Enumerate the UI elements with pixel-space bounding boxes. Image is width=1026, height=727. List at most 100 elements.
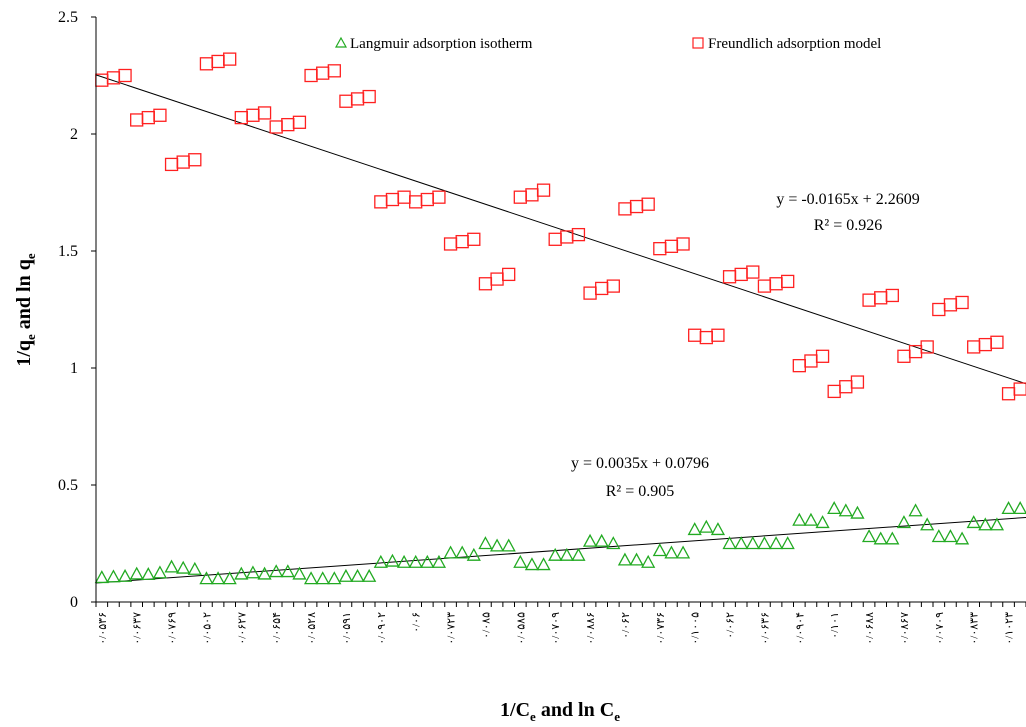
freundlich-point bbox=[327, 64, 341, 78]
freundlich-point bbox=[746, 265, 760, 279]
x-tick-label: ۰/۰۷۰۹ bbox=[550, 612, 562, 645]
langmuir-point bbox=[489, 538, 505, 552]
langmuir-point bbox=[455, 545, 470, 559]
langmuir-point bbox=[617, 552, 633, 566]
langmuir-point bbox=[513, 554, 528, 568]
freundlich-point bbox=[362, 89, 376, 104]
freundlich-point bbox=[781, 274, 795, 289]
x-tick-label: ۰/۰۶۲ bbox=[725, 612, 737, 639]
x-tick-label: ۰/۰۶۵۴ bbox=[271, 612, 283, 645]
trendline-group bbox=[95, 74, 1026, 584]
data-points-group bbox=[94, 52, 1026, 585]
langmuir-point bbox=[943, 529, 958, 543]
legend-label-langmuir: Langmuir adsorption isotherm bbox=[350, 36, 533, 52]
langmuir-point bbox=[675, 545, 691, 559]
langmuir-point bbox=[141, 567, 156, 581]
langmuir-point bbox=[222, 571, 237, 585]
freundlich-point bbox=[711, 328, 725, 342]
langmuir-point bbox=[524, 557, 540, 571]
langmuir-point bbox=[710, 522, 726, 536]
x-tick-label: ۰/۰۷۳۶ bbox=[655, 612, 667, 645]
langmuir-point bbox=[582, 533, 598, 547]
langmuir-point bbox=[501, 538, 516, 552]
y-tick-label: 2 bbox=[70, 126, 78, 143]
freundlich-trendline bbox=[95, 74, 1026, 385]
langmuir-point bbox=[548, 547, 563, 561]
freundlich-point bbox=[153, 108, 167, 122]
langmuir-point bbox=[873, 531, 888, 545]
langmuir-point bbox=[164, 559, 179, 573]
freundlich-point bbox=[536, 183, 551, 197]
langmuir-point bbox=[594, 533, 609, 547]
langmuir-point bbox=[350, 568, 365, 582]
langmuir-point bbox=[954, 531, 970, 545]
langmuir-point bbox=[269, 564, 284, 578]
langmuir-point bbox=[187, 561, 202, 575]
freundlich-point bbox=[1013, 382, 1026, 396]
langmuir-point bbox=[478, 536, 493, 550]
langmuir-point bbox=[408, 554, 423, 568]
x-tick-label: ۰/۱۰۲۳ bbox=[1004, 612, 1016, 645]
x-tick-label: ۰/۰۹۰۴ bbox=[794, 612, 806, 645]
y-tick-label: 0.5 bbox=[58, 477, 78, 494]
langmuir-point bbox=[431, 554, 447, 568]
freundlich-point bbox=[815, 349, 830, 363]
langmuir-r2: R² = 0.905 bbox=[606, 483, 675, 500]
freundlich-point bbox=[571, 227, 586, 242]
langmuir-equation: y = 0.0035x + 0.0796 bbox=[571, 455, 709, 472]
x-tick-label: ۰/۰۷۲۳ bbox=[446, 612, 458, 645]
x-axis-ticks: ۰/۰۵۳۶ ۰/۰۶۳۷ ۰/۰۷۶۹ ۰/۰۵۰۲ ۰/۰۶۲۷ ۰/۰۶۵۴ ۰/۰۵… bbox=[95, 602, 1026, 645]
x-tick-label: ۰/۰۶۳۶ bbox=[759, 612, 771, 645]
legend-marker-langmuir bbox=[334, 36, 348, 48]
x-tick-label: ۰/۰۶۲۷ bbox=[236, 612, 248, 645]
langmuir-point bbox=[745, 536, 760, 550]
langmuir-point bbox=[292, 566, 307, 580]
langmuir-point bbox=[152, 565, 168, 579]
langmuir-point bbox=[129, 566, 144, 580]
y-tick-label: 1 bbox=[70, 360, 78, 377]
freundlich-point bbox=[990, 335, 1004, 349]
langmuir-point bbox=[931, 529, 946, 543]
langmuir-point bbox=[338, 568, 354, 582]
langmuir-point bbox=[896, 515, 912, 529]
x-tick-label: ۰/۰۶ bbox=[411, 612, 423, 633]
x-tick-label: ۰/۱۰۰۵ bbox=[690, 612, 702, 645]
langmuir-point bbox=[861, 529, 877, 543]
freundlich-r2: R² = 0.926 bbox=[814, 217, 883, 234]
freundlich-point bbox=[676, 237, 690, 251]
langmuir-point bbox=[106, 569, 121, 583]
langmuir-point bbox=[257, 566, 272, 580]
x-tick-label: ۰/۰۸۶۷ bbox=[899, 612, 911, 645]
langmuir-point bbox=[629, 552, 644, 566]
y-tick-label: 0 bbox=[70, 594, 78, 611]
freundlich-point bbox=[885, 288, 899, 303]
langmuir-point bbox=[722, 536, 737, 550]
freundlich-point bbox=[223, 52, 237, 66]
langmuir-point bbox=[815, 515, 830, 529]
freundlich-point bbox=[467, 232, 481, 246]
langmuir-point bbox=[466, 547, 481, 561]
freundlich-point bbox=[432, 190, 446, 204]
freundlich-point bbox=[920, 340, 934, 354]
x-tick-label: ۰/۰۸۸۶ bbox=[585, 612, 597, 645]
langmuir-point bbox=[94, 570, 109, 584]
freundlich-point bbox=[850, 375, 865, 389]
langmuir-point bbox=[920, 517, 935, 531]
x-tick-label: ۰/۰۵۹۱ bbox=[341, 612, 353, 645]
x-tick-label: ۰/۱۰۱ bbox=[829, 612, 841, 639]
x-tick-label: ۰/۰۸۵ bbox=[480, 612, 492, 639]
langmuir-point bbox=[792, 512, 807, 526]
langmuir-point bbox=[606, 536, 621, 550]
y-tick-label: 2.5 bbox=[58, 9, 78, 26]
langmuir-point bbox=[234, 566, 249, 580]
x-tick-label: ۰/۰۹۰۲ bbox=[376, 612, 388, 645]
legend: Langmuir adsorption isotherm Freundlich … bbox=[334, 36, 881, 52]
langmuir-point bbox=[443, 545, 458, 559]
langmuir-point bbox=[757, 536, 772, 550]
freundlich-point bbox=[502, 267, 516, 282]
x-tick-label: ۰/۰۵۰۲ bbox=[201, 612, 213, 645]
langmuir-point bbox=[385, 553, 400, 567]
langmuir-point bbox=[780, 536, 795, 550]
freundlich-point bbox=[257, 106, 272, 120]
